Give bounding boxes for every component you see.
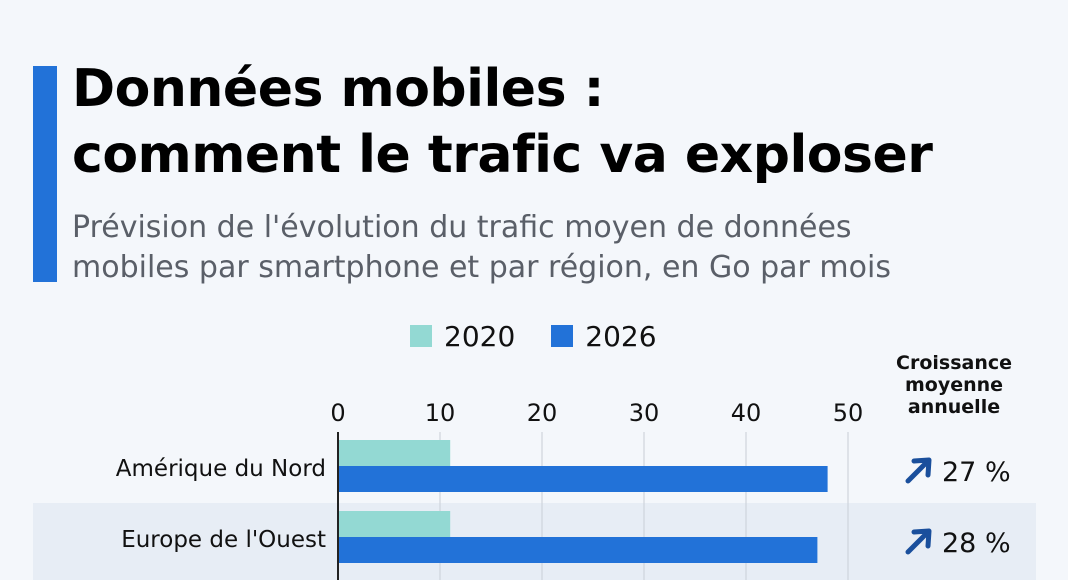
x-tick-label: 0 [330,399,345,427]
chart-subtitle: Prévision de l'évolution du trafic moyen… [72,210,891,285]
arrow-up-right-icon [905,457,932,484]
bar-2020-1 [338,440,451,466]
growth-value: 27 % [942,457,1011,488]
legend-swatch-2026 [551,325,574,347]
category-label: Amérique du Nord [116,456,326,482]
legend-item-2020: 2020 [410,320,515,353]
x-tick-label: 30 [629,399,660,427]
legend-item-2026: 2026 [551,319,657,353]
legend-swatch-2020 [410,325,432,347]
category-label: Europe de l'Ouest [121,527,326,553]
x-tick-label: 10 [425,399,456,427]
x-tick-label: 20 [527,399,558,427]
growth-column-header: Croissance moyenne annuelle [896,352,1012,418]
arrow-up-right-icon [905,528,932,555]
legend: 2020 2026 [410,318,657,354]
bar-2026-2 [338,537,818,563]
title-accent-bar [33,66,57,282]
growth-value: 28 % [942,528,1011,559]
legend-label-2020: 2020 [444,319,516,353]
legend-label-2026: 2026 [585,319,657,353]
bar-2020-2 [338,511,451,537]
chart-title: Données mobiles : comment le trafic va e… [72,59,933,185]
bar-2026-1 [338,466,828,492]
x-tick-label: 40 [731,399,762,427]
x-tick-label: 50 [833,399,864,427]
